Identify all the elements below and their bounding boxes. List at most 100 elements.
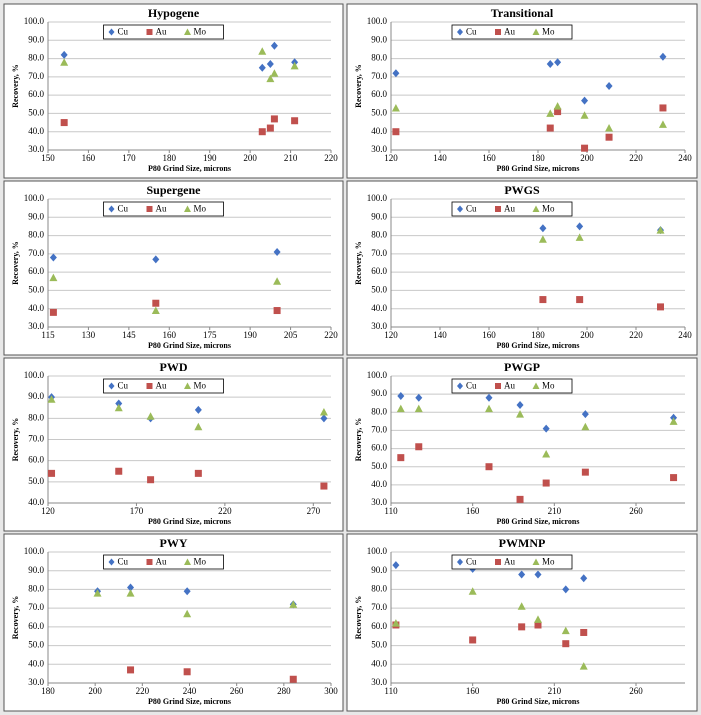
legend-box [103,201,224,217]
y-axis-label: Recovery, % [11,596,20,640]
x-tick-label: 200 [580,153,594,163]
marker [542,424,550,433]
marker [49,308,57,316]
y-tick-label: 30.0 [371,321,387,331]
chart-title: Hypogene [148,6,200,20]
x-tick-label: 180 [531,330,545,340]
marker [534,615,542,623]
y-axis-label: Recovery, % [11,241,20,285]
x-tick-label: 170 [122,153,136,163]
legend-label: Cu [118,204,129,214]
legend-label: Cu [466,27,477,37]
y-tick-label: 40.0 [371,658,387,668]
marker [152,299,160,307]
x-tick-label: 180 [531,153,545,163]
marker [48,469,56,477]
marker [542,450,551,458]
marker [152,255,160,264]
x-tick-label: 120 [384,153,398,163]
legend-label: Cu [466,204,477,214]
marker [581,468,589,476]
marker [517,602,526,610]
marker [49,273,58,282]
marker [581,96,589,105]
x-axis-label: P80 Grind Size, microns [148,164,231,173]
y-tick-label: 90.0 [371,34,387,44]
x-tick-label: 260 [629,506,643,516]
legend-label: Au [156,204,167,214]
marker [605,124,614,132]
y-tick-label: 70.0 [371,602,387,612]
x-tick-label: 160 [482,153,496,163]
marker [194,405,202,414]
y-tick-label: 80.0 [28,53,44,63]
x-tick-label: 130 [82,330,96,340]
y-tick-label: 70.0 [28,71,44,81]
marker [580,111,589,119]
x-tick-label: 220 [136,686,150,696]
x-tick-label: 200 [580,330,594,340]
legend-box [451,378,573,394]
legend: Cu Au Mo [451,201,573,217]
marker [518,623,526,631]
marker [319,407,328,416]
chart-panel: PWD 40.0 50.0 60.0 70.0 80.0 90.0 100.0 120 170 22… [3,357,344,532]
chart-title: PWD [160,360,188,374]
marker [183,668,191,676]
marker [534,621,542,629]
x-tick-label: 160 [163,330,177,340]
x-tick-label: 110 [384,686,398,696]
marker [266,74,275,83]
x-tick-label: 220 [629,153,643,163]
y-axis-label: Recovery, % [354,596,363,640]
marker [554,108,562,116]
x-tick-label: 220 [324,330,338,340]
chart-panel: PWGS 30.0 40.0 50.0 60.0 70.0 80.0 90.0 100.0 120… [346,180,698,356]
x-tick-label: 220 [629,330,643,340]
x-tick-label: 190 [203,153,217,163]
y-tick-label: 50.0 [28,640,44,650]
x-tick-label: 200 [243,153,257,163]
marker [495,383,501,389]
y-tick-label: 40.0 [371,126,387,136]
y-tick-label: 40.0 [28,658,44,668]
legend-label: Au [156,27,167,37]
marker [576,296,584,304]
marker [532,558,540,565]
marker [194,469,202,477]
marker [539,296,547,304]
legend: Cu Au Mo [103,378,224,394]
y-tick-label: 90.0 [371,211,387,221]
marker [115,399,123,408]
marker [108,28,115,36]
legend-label: Au [504,27,515,37]
legend-label: Mo [194,381,207,391]
marker [151,306,160,315]
marker [397,391,405,400]
marker [414,404,423,413]
marker [273,277,282,285]
legend-label: Cu [118,557,129,567]
y-tick-label: 90.0 [28,565,44,575]
marker [289,675,297,683]
marker [291,117,299,125]
y-axis-label: Recovery, % [11,64,20,108]
y-tick-label: 30.0 [28,144,44,154]
marker [553,102,562,110]
marker [495,206,501,212]
chart-title: Supergene [147,183,202,197]
marker [581,144,589,152]
x-tick-label: 150 [41,153,55,163]
y-tick-label: 80.0 [28,583,44,593]
y-tick-label: 70.0 [371,424,387,434]
y-tick-label: 90.0 [371,388,387,398]
y-axis-label: Recovery, % [354,64,363,108]
marker [183,609,192,618]
y-tick-label: 60.0 [371,443,387,453]
marker [147,476,155,484]
marker [658,120,667,128]
marker [532,28,540,35]
marker [457,558,463,566]
legend-box [103,24,224,40]
x-tick-label: 170 [130,506,144,516]
